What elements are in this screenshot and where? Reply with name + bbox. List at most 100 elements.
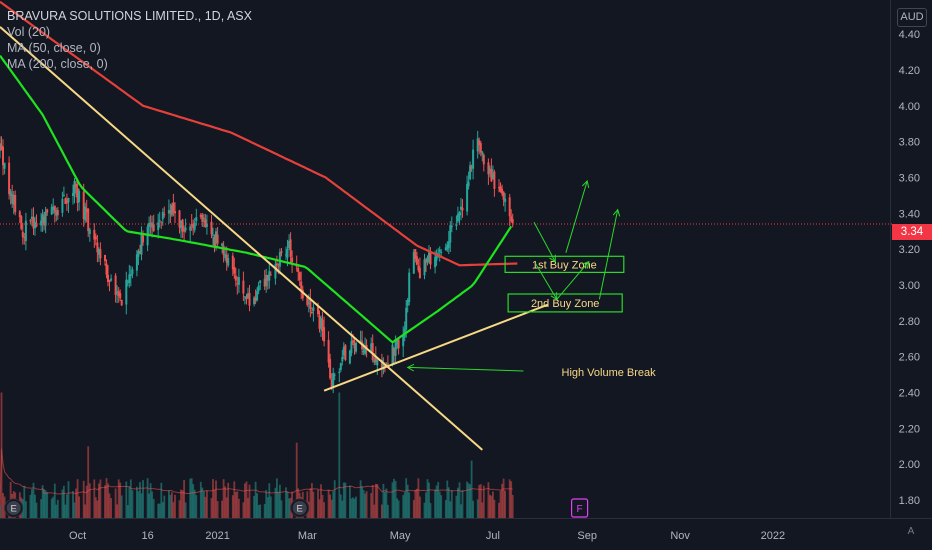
auto-scale-button[interactable]: A bbox=[907, 526, 915, 537]
volume-bar bbox=[384, 491, 386, 518]
price-tick-label: 2.20 bbox=[899, 423, 920, 435]
candle-body bbox=[482, 154, 485, 165]
candle-body bbox=[110, 278, 113, 281]
volume-bar bbox=[160, 482, 163, 518]
volume-bar bbox=[425, 492, 427, 518]
candle-body bbox=[14, 195, 17, 213]
candle-body bbox=[140, 234, 143, 255]
candle-body bbox=[268, 271, 271, 281]
currency-badge[interactable]: AUD bbox=[897, 8, 927, 27]
price-tick-label: 3.80 bbox=[899, 137, 920, 149]
ma50-indicator-label[interactable]: MA (50, close, 0) bbox=[7, 41, 101, 55]
candle-body bbox=[405, 307, 408, 330]
candle-body bbox=[128, 274, 131, 283]
candle-body bbox=[280, 251, 283, 253]
marker-label: F bbox=[577, 504, 583, 515]
volume-bar bbox=[87, 446, 90, 518]
volume-bar bbox=[501, 483, 503, 518]
candle-body bbox=[476, 138, 479, 152]
candle-body bbox=[327, 339, 330, 363]
candle-body bbox=[333, 374, 336, 376]
volume-bar bbox=[412, 500, 415, 518]
volume-bar bbox=[446, 480, 449, 518]
volume-bar bbox=[178, 500, 181, 518]
volume-bar bbox=[312, 491, 315, 518]
candle-body bbox=[61, 198, 64, 213]
symbol-title[interactable]: BRAVURA SOLUTIONS LIMITED., 1D, ASX bbox=[7, 9, 252, 23]
candle-body bbox=[216, 234, 219, 244]
volume-bar bbox=[149, 483, 152, 518]
volume-bar bbox=[481, 502, 484, 518]
candle-body bbox=[34, 222, 36, 229]
candle-body bbox=[386, 363, 389, 365]
candle-body bbox=[406, 300, 409, 306]
annotation-text: High Volume Break bbox=[562, 367, 657, 379]
arrow-head bbox=[549, 254, 556, 263]
volume-bar bbox=[183, 480, 185, 518]
candle-body bbox=[190, 224, 193, 226]
volume-bar bbox=[56, 499, 59, 518]
candle-body bbox=[222, 245, 225, 256]
volume-bar bbox=[140, 493, 143, 518]
candle-body bbox=[412, 251, 415, 274]
volume-bar bbox=[428, 482, 430, 518]
volume-bar bbox=[242, 502, 245, 518]
volume-bar bbox=[44, 490, 47, 518]
trendline bbox=[323, 303, 549, 392]
candle-body bbox=[376, 359, 379, 366]
volume-bar bbox=[276, 478, 278, 518]
candle-body bbox=[221, 243, 224, 246]
volume-bar bbox=[158, 503, 161, 518]
volume-bar bbox=[253, 495, 255, 518]
volume-bar bbox=[288, 498, 290, 518]
candle-body bbox=[458, 212, 461, 216]
volume-bar bbox=[172, 502, 175, 518]
volume-bar bbox=[502, 478, 505, 518]
volume-bar bbox=[221, 500, 223, 518]
volume-bar bbox=[327, 489, 330, 518]
volume-bar bbox=[161, 502, 164, 518]
volume-bar bbox=[426, 479, 429, 518]
volume-bar bbox=[361, 486, 363, 518]
volume-bar bbox=[329, 494, 331, 518]
candle-body bbox=[160, 221, 163, 223]
volume-bar bbox=[434, 489, 436, 518]
ma200-indicator-label[interactable]: MA (200, close, 0) bbox=[7, 57, 108, 71]
volume-bar bbox=[320, 484, 322, 518]
candle-body bbox=[470, 166, 473, 168]
candle-body bbox=[415, 256, 418, 265]
volume-bar bbox=[385, 488, 388, 518]
candle-body bbox=[352, 340, 354, 343]
candle-body bbox=[491, 174, 494, 179]
candle-body bbox=[183, 229, 186, 232]
candle-body bbox=[78, 191, 81, 202]
candle-body bbox=[329, 359, 332, 379]
vol-indicator-label[interactable]: Vol (20) bbox=[7, 25, 51, 39]
candle-body bbox=[253, 297, 256, 305]
volume-bar bbox=[504, 490, 506, 518]
candle-body bbox=[195, 217, 198, 222]
candle-body bbox=[341, 356, 344, 362]
volume-bar bbox=[215, 480, 217, 518]
volume-bar bbox=[376, 484, 379, 518]
candle-body bbox=[444, 247, 447, 251]
volume-bar bbox=[309, 488, 312, 518]
volume-ma-line bbox=[0, 448, 513, 506]
volume-bar bbox=[34, 494, 36, 518]
volume-bar bbox=[199, 481, 202, 518]
volume-bar bbox=[169, 494, 172, 518]
candle-body bbox=[277, 264, 280, 266]
volume-bar bbox=[136, 486, 138, 518]
volume-bar bbox=[374, 483, 377, 518]
volume-bar bbox=[222, 479, 225, 518]
volume-bar bbox=[510, 481, 513, 518]
candle-body bbox=[353, 343, 356, 349]
volume-bar bbox=[416, 488, 418, 518]
volume-bar bbox=[181, 490, 184, 518]
candle-body bbox=[408, 272, 411, 302]
dividend-marker: F bbox=[570, 498, 589, 518]
marker-shape bbox=[570, 498, 589, 518]
arrow-line bbox=[565, 180, 588, 253]
volume-bar bbox=[362, 489, 365, 518]
candle-body bbox=[434, 257, 437, 268]
